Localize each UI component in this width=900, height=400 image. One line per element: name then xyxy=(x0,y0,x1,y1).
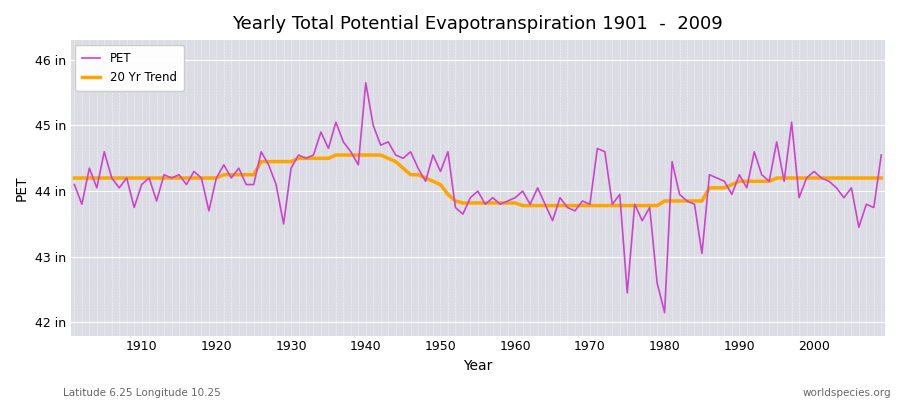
20 Yr Trend xyxy=(876,176,886,180)
X-axis label: Year: Year xyxy=(464,359,492,373)
20 Yr Trend xyxy=(293,156,304,161)
Text: Latitude 6.25 Longitude 10.25: Latitude 6.25 Longitude 10.25 xyxy=(63,388,220,398)
PET xyxy=(129,205,140,210)
20 Yr Trend xyxy=(518,203,528,208)
PET xyxy=(876,153,886,158)
Line: 20 Yr Trend: 20 Yr Trend xyxy=(75,155,881,206)
PET xyxy=(509,195,520,200)
PET xyxy=(293,153,304,158)
20 Yr Trend xyxy=(129,176,140,180)
Line: PET: PET xyxy=(75,83,881,313)
Title: Yearly Total Potential Evapotranspiration 1901  -  2009: Yearly Total Potential Evapotranspiratio… xyxy=(232,15,724,33)
Legend: PET, 20 Yr Trend: PET, 20 Yr Trend xyxy=(76,45,184,91)
PET xyxy=(607,202,617,207)
PET xyxy=(69,182,80,187)
PET xyxy=(338,140,349,144)
PET xyxy=(360,80,371,85)
Text: worldspecies.org: worldspecies.org xyxy=(803,388,891,398)
20 Yr Trend xyxy=(69,176,80,180)
20 Yr Trend xyxy=(509,200,520,205)
20 Yr Trend xyxy=(615,203,626,208)
Y-axis label: PET: PET xyxy=(15,175,29,201)
PET xyxy=(518,189,528,194)
20 Yr Trend xyxy=(525,203,535,208)
20 Yr Trend xyxy=(330,153,341,158)
PET xyxy=(659,310,670,315)
20 Yr Trend xyxy=(346,153,356,158)
